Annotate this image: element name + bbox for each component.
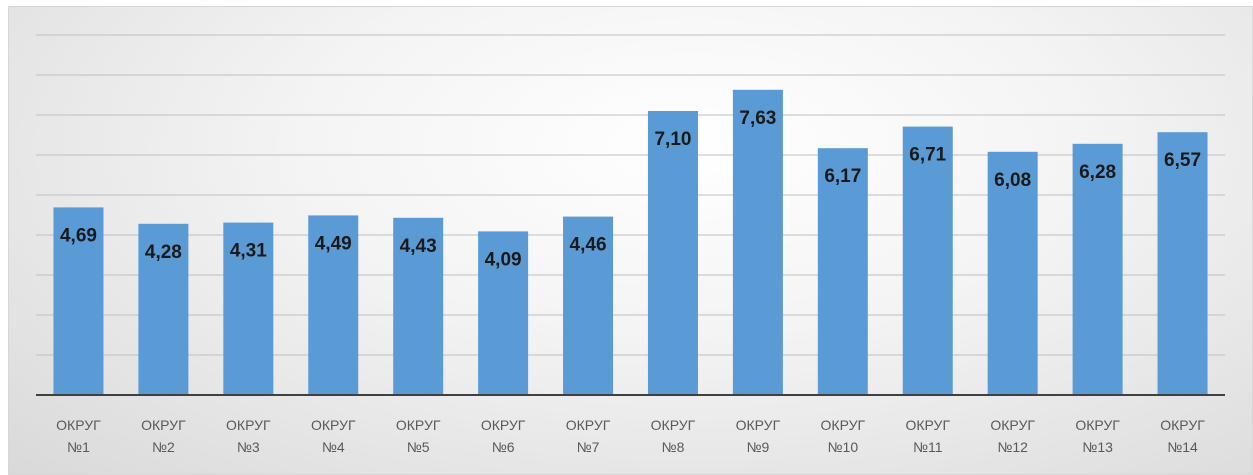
data-label: 6,08	[994, 170, 1031, 191]
x-tick-label: ОКРУГ	[736, 417, 781, 433]
data-label: 6,71	[909, 145, 946, 166]
bar	[1072, 143, 1123, 395]
x-tick-label: №9	[746, 439, 769, 455]
bar	[393, 217, 444, 395]
x-tick-label: №7	[577, 439, 600, 455]
x-tick-label: №1	[67, 439, 90, 455]
bar	[223, 222, 274, 395]
data-label: 4,31	[230, 241, 267, 262]
data-label: 4,28	[145, 242, 182, 263]
x-tick-label: ОКРУГ	[1160, 417, 1205, 433]
bar	[138, 223, 189, 395]
x-tick-label: ОКРУГ	[821, 417, 866, 433]
data-label: 4,09	[485, 249, 522, 270]
x-tick-label: №12	[997, 439, 1028, 455]
x-tick-label: №10	[828, 439, 859, 455]
data-label: 4,46	[570, 235, 607, 256]
bar	[732, 89, 783, 396]
x-tick-label: ОКРУГ	[566, 417, 611, 433]
x-tick-label: ОКРУГ	[481, 417, 526, 433]
x-tick-label: №6	[492, 439, 515, 455]
x-tick-label: №3	[237, 439, 260, 455]
data-label: 7,63	[739, 108, 776, 129]
x-tick-label: №13	[1082, 439, 1113, 455]
x-tick-label: №8	[662, 439, 685, 455]
bar	[478, 231, 529, 395]
x-tick-label: №11	[913, 439, 943, 455]
bar	[53, 207, 104, 395]
x-tick-label: ОКРУГ	[651, 417, 696, 433]
x-tick-label: ОКРУГ	[56, 417, 101, 433]
bar	[647, 111, 698, 395]
chart-area	[8, 6, 1253, 475]
x-tick-label: ОКРУГ	[990, 417, 1035, 433]
bar	[987, 151, 1038, 395]
x-tick-label: №4	[322, 439, 345, 455]
x-tick-label: ОКРУГ	[905, 417, 950, 433]
bar	[308, 215, 359, 395]
x-tick-label: №14	[1167, 439, 1198, 455]
x-tick-label: №2	[152, 439, 175, 455]
bar	[817, 148, 868, 395]
x-tick-label: ОКРУГ	[141, 417, 186, 433]
bar	[902, 126, 953, 395]
x-tick-label: ОКРУГ	[1075, 417, 1120, 433]
x-tick-label: ОКРУГ	[311, 417, 356, 433]
x-tick-label: ОКРУГ	[226, 417, 271, 433]
bar	[1157, 132, 1208, 395]
x-tick-label: №5	[407, 439, 430, 455]
bar	[563, 216, 614, 395]
data-label: 6,17	[824, 166, 861, 187]
data-label: 4,49	[315, 233, 352, 254]
data-label: 7,10	[654, 129, 691, 150]
data-label: 4,43	[400, 236, 437, 257]
data-label: 4,69	[60, 225, 97, 246]
data-label: 6,57	[1164, 150, 1201, 171]
x-tick-label: ОКРУГ	[396, 417, 441, 433]
data-label: 6,28	[1079, 162, 1116, 183]
